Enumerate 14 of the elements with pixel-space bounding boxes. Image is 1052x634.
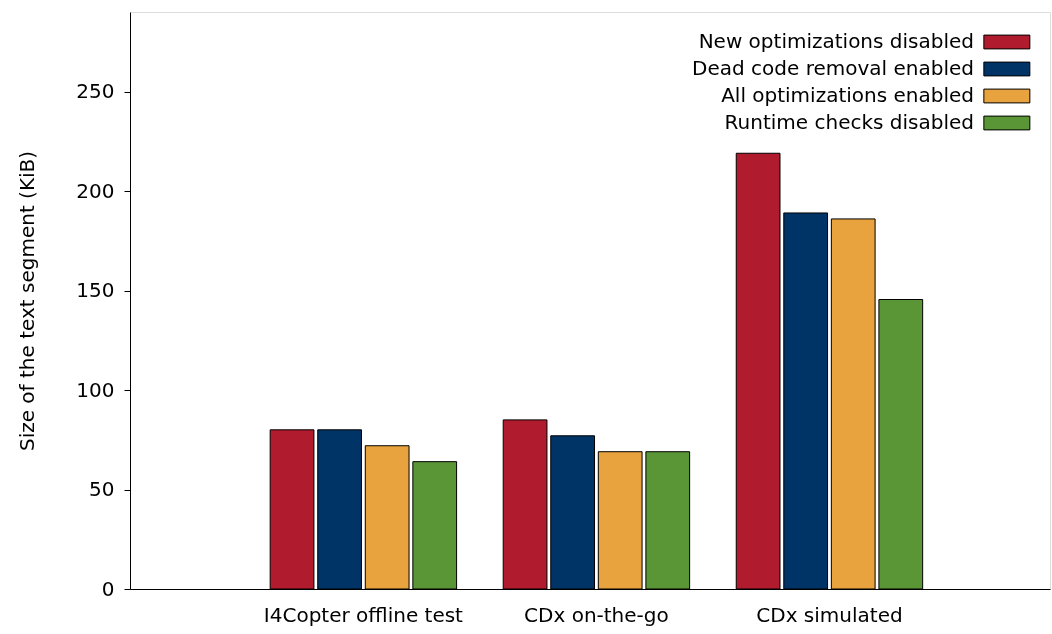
legend-label: New optimizations disabled [698, 29, 974, 53]
legend-label: All optimizations enabled [721, 83, 974, 107]
y-tick-label: 200 [76, 178, 115, 203]
x-tick-label: I4Copter offline test [263, 602, 464, 627]
legend-label: Dead code removal enabled [692, 56, 974, 80]
y-tick-label: 50 [89, 477, 115, 502]
y-axis-title: Size of the text segment (KiB) [15, 150, 40, 452]
y-tick-label: 100 [76, 377, 115, 402]
y-tick-label: 0 [101, 576, 115, 601]
x-tick-label: CDx on-the-go [524, 602, 669, 627]
y-tick-label: 250 [76, 79, 115, 104]
y-tick-label: 150 [76, 278, 115, 303]
legend-label: Runtime checks disabled [724, 110, 974, 134]
x-tick-label: CDx simulated [756, 602, 903, 627]
